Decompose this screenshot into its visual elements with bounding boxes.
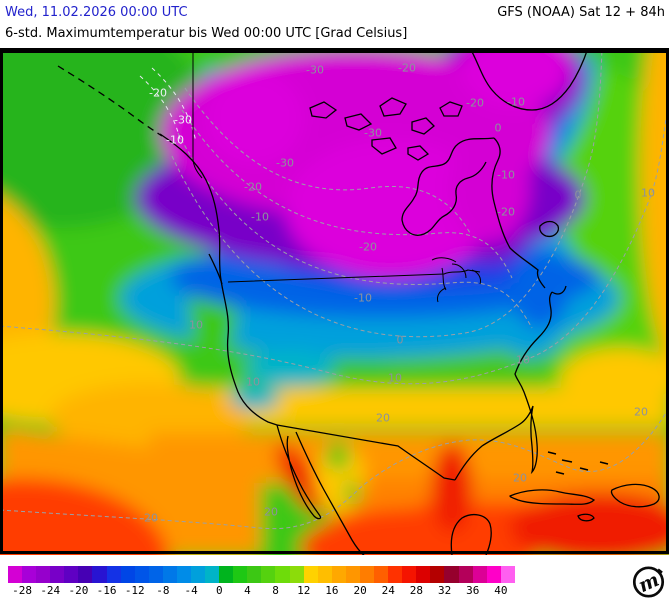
legend-tick-label: 4 (244, 584, 251, 597)
legend-tick-label: 24 (381, 584, 395, 597)
legend-segment (219, 566, 234, 583)
legend-segment (444, 566, 459, 583)
temperature-map: -30 -20 -30 -30 -20 -10 -20 -10 0 10 10 10 20 20 20 10 2… (0, 48, 669, 555)
legend-tick-label: -8 (156, 584, 170, 597)
legend-segment (458, 566, 473, 583)
legend-tick-label: -24 (40, 584, 61, 597)
legend-segment (359, 566, 375, 583)
temperature-map-graphic (0, 48, 669, 555)
legend-color-bar (8, 566, 515, 583)
legend-tick-label: 12 (297, 584, 311, 597)
legend-tick-label: -20 (68, 584, 89, 597)
legend-segment (416, 566, 431, 583)
legend-segment (162, 566, 177, 583)
legend-tick-label: 16 (325, 584, 339, 597)
legend-segment (275, 566, 290, 583)
model-run-label: GFS (NOAA) Sat 12 + 84h (497, 5, 665, 20)
legend-tick-label: 40 (494, 584, 508, 597)
legend-tick-label: -16 (96, 584, 117, 597)
legend-segment (500, 566, 515, 583)
legend-segment (64, 566, 79, 583)
legend-segment (134, 566, 149, 583)
isotherm-lines (0, 48, 669, 530)
map-datetime: Wed, 11.02.2026 00:00 UTC (5, 5, 188, 20)
legend-segment (50, 566, 65, 583)
legend-segment (303, 566, 318, 583)
legend-segment (472, 566, 487, 583)
legend-segment (247, 566, 262, 583)
legend-segment (388, 566, 403, 583)
legend-segment (22, 566, 37, 583)
legend-segment (120, 566, 135, 583)
legend-segment (36, 566, 51, 583)
legend-tick-label: -12 (124, 584, 145, 597)
legend-tick-label: 28 (409, 584, 424, 597)
site-logo-icon: m (632, 566, 665, 598)
legend-segment (402, 566, 417, 583)
map-frame-top (0, 48, 669, 53)
legend-segment (317, 566, 332, 583)
legend-segment (331, 566, 346, 583)
legend-segment (233, 566, 248, 583)
legend-ticks: -28 -24 -20 -16 -12 -8 -4 0 4 8 12 16 20 24 28 32 36 40 (0, 584, 669, 599)
legend-tick-label: 32 (437, 584, 452, 597)
legend-segment (92, 566, 107, 583)
legend-segment (289, 566, 304, 583)
coastlines (57, 48, 660, 555)
site-logo: m (630, 563, 668, 600)
legend-tick-label: 0 (215, 584, 223, 597)
legend-segment (261, 566, 276, 583)
isotherm-lines-cold (139, 67, 197, 145)
legend-tick-label: 8 (272, 584, 279, 597)
legend-tick-label: -28 (12, 584, 33, 597)
legend-segment (176, 566, 192, 583)
legend-tick-label: 20 (353, 584, 367, 597)
legend-tick-label: -4 (184, 584, 198, 597)
legend-segment (374, 566, 389, 583)
legend-segment (106, 566, 121, 583)
legend-segment (191, 566, 206, 583)
legend-segment (8, 566, 23, 583)
legend-segment (78, 566, 93, 583)
temperature-field (0, 48, 669, 555)
legend-segment (148, 566, 163, 583)
legend-segment (486, 566, 501, 583)
legend-tick-label: 36 (466, 584, 480, 597)
legend-segment (205, 566, 220, 583)
legend-segment (345, 566, 360, 583)
legend-segment (430, 566, 445, 583)
map-title: 6-std. Maximumtemperatur bis Wed 00:00 U… (5, 26, 408, 41)
